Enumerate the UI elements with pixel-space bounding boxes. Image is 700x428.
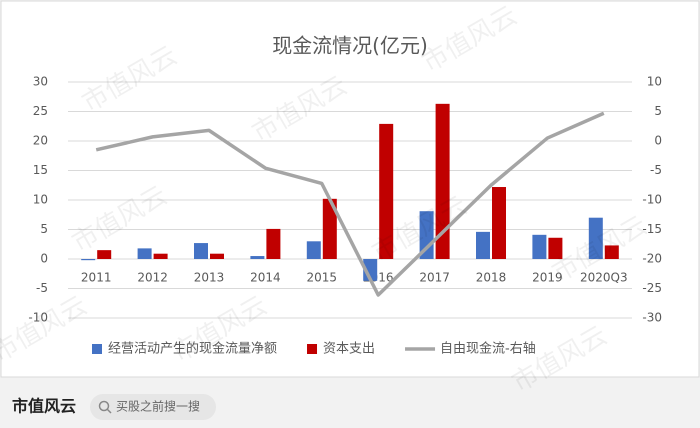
x-tick-label: 2014 xyxy=(250,271,281,285)
x-tick-label: 2020Q3 xyxy=(580,271,628,285)
bar xyxy=(250,256,265,259)
y2-tick-label: 0 xyxy=(654,134,662,148)
bar xyxy=(476,231,490,259)
line xyxy=(95,111,605,297)
y2-tick-label: 10 xyxy=(647,75,662,89)
bar xyxy=(604,245,619,259)
bar xyxy=(81,259,96,261)
y-tick-label: 20 xyxy=(33,134,48,148)
y2-tick-label: -30 xyxy=(642,311,662,325)
y-tick-label: 30 xyxy=(33,75,48,89)
y2-tick-label: -15 xyxy=(642,222,662,236)
x-tick-label: 2012 xyxy=(137,271,168,285)
legend-label: 经营活动产生的现金流量净额 xyxy=(108,341,277,357)
y-tick-label: 15 xyxy=(33,163,48,177)
chart-title: 现金流情况(亿元) xyxy=(272,34,428,58)
bar xyxy=(322,198,337,259)
y-tick-label: 0 xyxy=(40,252,48,266)
bar xyxy=(492,187,506,259)
x-tick-label: 2019 xyxy=(532,271,563,285)
y-tick-label: -10 xyxy=(28,311,48,325)
legend-label: 自由现金流-右轴 xyxy=(440,341,536,357)
bar xyxy=(153,253,168,259)
bar xyxy=(548,237,563,259)
y2-tick-label: -25 xyxy=(642,281,662,295)
x-tick-label: 2013 xyxy=(194,271,225,285)
bar xyxy=(137,248,152,259)
y2-tick-label: -20 xyxy=(642,252,662,266)
bar xyxy=(194,243,208,259)
y-tick-label: 5 xyxy=(40,222,48,236)
y2-tick-label: -10 xyxy=(642,193,662,207)
bar xyxy=(306,241,321,259)
search-box[interactable] xyxy=(90,394,216,420)
legend-swatch xyxy=(92,344,102,354)
chart-frame xyxy=(0,0,700,378)
bar xyxy=(97,250,112,259)
footer-brand: 市值风云 xyxy=(12,397,76,416)
bar xyxy=(419,211,434,259)
search-placeholder[interactable]: 买股之前搜一搜 xyxy=(116,399,200,414)
x-tick-label: 2015 xyxy=(307,271,338,285)
bar xyxy=(435,103,450,259)
search-icon xyxy=(106,408,112,414)
bar xyxy=(266,228,281,259)
legend-swatch xyxy=(307,344,318,354)
bar xyxy=(532,234,547,259)
y2-tick-label: 5 xyxy=(654,104,662,118)
bar xyxy=(379,123,394,259)
x-tick-label: 2011 xyxy=(81,271,112,285)
legend-label: 资本支出 xyxy=(323,342,375,357)
y-tick-label: -5 xyxy=(36,281,48,295)
search-icon xyxy=(98,400,110,412)
bar xyxy=(588,217,603,259)
x-tick-label: 2018 xyxy=(476,271,507,285)
y-tick-label: 10 xyxy=(33,193,48,207)
x-tick-label: 2017 xyxy=(419,271,450,285)
y-tick-label: 25 xyxy=(33,104,48,118)
y2-tick-label: -5 xyxy=(650,163,662,177)
bar xyxy=(210,253,224,259)
